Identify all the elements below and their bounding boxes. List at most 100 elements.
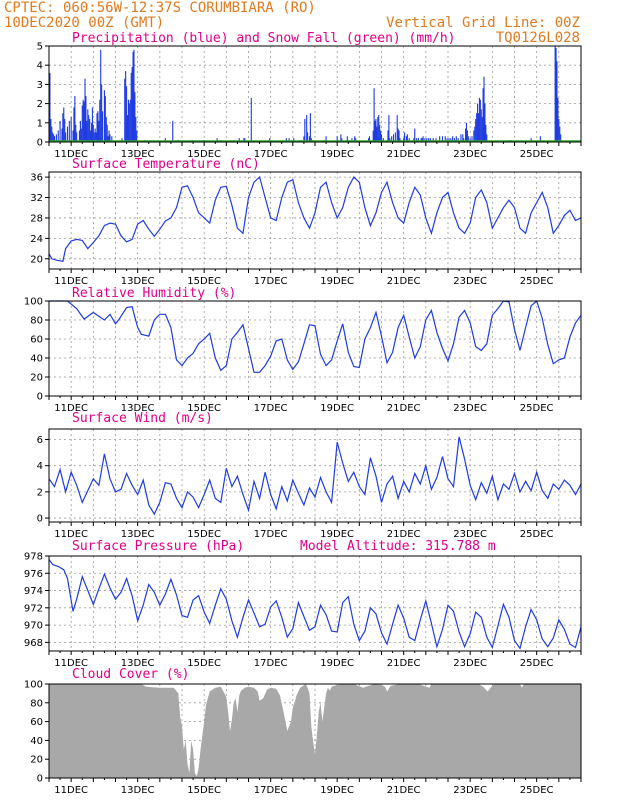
precip-bar [92, 124, 94, 142]
precip-bar [82, 99, 84, 142]
precip-bar [457, 138, 459, 142]
precip-bar [103, 90, 105, 142]
temp-panel: 20 24 28 32 36 11DEC 13DEC 15DEC 17DEC 19DEC 21DEC… [30, 171, 582, 287]
cloud-ytick-label: 80 [30, 698, 43, 709]
precip-bar [474, 126, 476, 142]
precip-bar [94, 128, 96, 142]
header-location: CPTEC: 060:56W-12:37S CORUMBIARA (RO) [4, 0, 316, 16]
precip-bar [376, 126, 378, 142]
precip-bar [130, 72, 132, 142]
precip-bar [75, 124, 77, 142]
precip-xtick-label: 21DEC [387, 149, 421, 160]
precip-bar [424, 138, 426, 142]
press-ytick-label: 972 [24, 603, 43, 614]
precip-bar [417, 138, 419, 142]
precip-bar [392, 134, 395, 142]
precip-bar [53, 134, 55, 142]
precip-bar [65, 132, 67, 142]
precip-bar [413, 138, 415, 142]
precip-bar [389, 138, 391, 142]
rh-ytick-label: 60 [30, 335, 43, 346]
precip-bar [172, 120, 174, 142]
precip-bar [477, 103, 479, 142]
precip-bar [93, 132, 95, 142]
precip-bar [444, 136, 446, 142]
precip-bar [557, 97, 559, 142]
precip-bar [303, 136, 305, 142]
precip-bar [452, 136, 454, 142]
precip-bar [88, 115, 90, 142]
rh-xtick-label: 11DEC [54, 403, 88, 414]
header-date: 10DEC2020 00Z (GMT) [4, 15, 164, 31]
precip-bar [340, 134, 342, 142]
wind-xtick-label: 13DEC [121, 529, 155, 540]
cloud-ytick-label: 100 [24, 680, 43, 691]
precip-bar [135, 117, 137, 142]
rh-title: Relative Humidity (%) [72, 286, 236, 301]
precip-ytick-label: 3 [37, 80, 43, 91]
precip-bar [380, 134, 383, 142]
precip-bar [554, 46, 556, 142]
precip-bar [446, 138, 448, 142]
precip-bar [485, 124, 487, 142]
precip-bar [435, 138, 437, 142]
precip-bar [63, 107, 65, 142]
rh-xtick-label: 15DEC [187, 403, 221, 414]
rh-xtick-label: 21DEC [387, 403, 421, 414]
precip-bar [484, 103, 486, 142]
temp-xtick-label: 11DEC [54, 276, 88, 287]
precip-panel: 0 1 2 3 4 5 11DEC 13DEC 15DEC 17DEC 19DEC 21DEC 23DE… [37, 42, 582, 160]
cloud-panel: 0 20 40 60 80 100 11DEC 13DEC 15DEC 17DEC 19DEC 21D… [24, 680, 582, 796]
precip-bar [467, 136, 469, 142]
precip-bar [378, 115, 380, 142]
precip-bar [90, 122, 93, 142]
wind-xtick-label: 19DEC [320, 529, 354, 540]
precip-bar [70, 117, 72, 142]
precip-bar [133, 49, 135, 143]
precip-ytick-label: 4 [37, 61, 43, 72]
cloud-ytick-label: 20 [30, 755, 43, 766]
rh-xtick-label: 23DEC [453, 403, 487, 414]
precip-bar [164, 138, 166, 142]
precip-bar [377, 117, 379, 142]
precip-bar [380, 130, 382, 142]
precip-bar [387, 130, 389, 142]
cloud-xtick-label: 23DEC [453, 785, 487, 796]
precip-bar [59, 120, 61, 142]
cloud-ytick-label: 0 [37, 774, 43, 785]
precip-bar [68, 120, 70, 142]
rh-xtick-label: 17DEC [254, 403, 288, 414]
press-ytick-label: 976 [24, 569, 43, 580]
cloud-xtick-label: 21DEC [387, 785, 421, 796]
precip-bar [421, 138, 423, 142]
precip-bar [405, 136, 407, 142]
precip-bar [310, 138, 312, 142]
precip-bar [105, 117, 107, 142]
precip-bar [238, 138, 240, 142]
precip-bar [126, 86, 128, 142]
precip-ytick-label: 0 [37, 138, 43, 149]
precip-title: Precipitation (blue) and Snow Fall (gree… [72, 31, 456, 46]
precip-bar [368, 136, 371, 142]
precip-bar [76, 132, 78, 142]
precip-bar [394, 132, 396, 142]
precip-bar [85, 95, 87, 142]
precip-bar [80, 128, 82, 142]
wind-ytick-label: 6 [37, 435, 43, 446]
precip-xtick-label: 11DEC [54, 149, 88, 160]
temp-ytick-label: 20 [30, 254, 43, 265]
precip-bar [308, 136, 311, 142]
precip-bar [403, 138, 405, 142]
precip-bar [98, 120, 100, 142]
precip-bar [55, 134, 57, 142]
precip-bar [74, 95, 76, 142]
precip-bar [87, 109, 89, 142]
precip-bar [406, 134, 408, 142]
precip-xtick-label: 15DEC [187, 149, 221, 160]
precip-bar [66, 126, 69, 142]
temp-xtick-label: 13DEC [121, 276, 155, 287]
model-altitude-label: Model Altitude: 315.788 m [300, 539, 496, 554]
wind-ytick-label: 4 [37, 461, 43, 472]
precip-bar [250, 97, 252, 142]
